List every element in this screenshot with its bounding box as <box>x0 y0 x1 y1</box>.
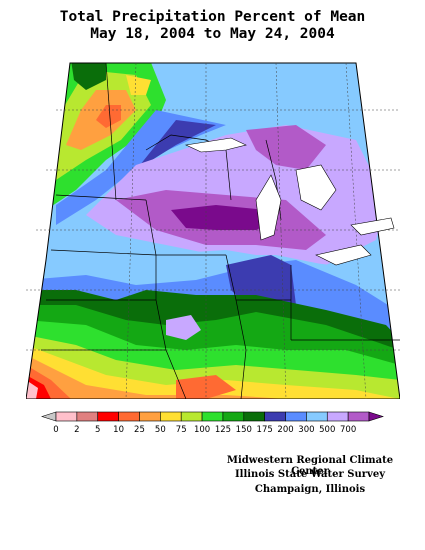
legend-label: 200 <box>277 425 293 435</box>
legend-swatch <box>243 411 265 422</box>
legend-swatch <box>160 411 182 422</box>
legend-label: 0 <box>53 425 58 435</box>
precipitation-map <box>26 62 400 399</box>
legend-label: 25 <box>134 425 145 435</box>
legend-label: 5 <box>95 425 100 435</box>
legend-swatch <box>285 411 307 422</box>
legend-swatch <box>118 411 140 422</box>
legend-label: 150 <box>236 425 252 435</box>
legend-swatch <box>41 411 57 422</box>
credit-line2: Illinois State Water Survey <box>234 469 386 480</box>
legend-label: 500 <box>319 425 335 435</box>
legend-swatch <box>326 411 349 422</box>
legend-label: 75 <box>176 425 187 435</box>
legend-swatch <box>368 411 384 422</box>
graticule <box>26 62 400 399</box>
great-lakes <box>184 137 395 266</box>
legend-swatch <box>180 411 203 422</box>
legend-swatch <box>55 411 78 422</box>
legend-swatch <box>201 411 224 422</box>
legend-label: 50 <box>155 425 166 435</box>
credit-line1: Midwestern Regional Climate Center <box>226 455 394 477</box>
legend-label: 2 <box>74 425 79 435</box>
legend-label: 100 <box>194 425 210 435</box>
legend-swatch <box>222 411 245 422</box>
map-title-line2: May 18, 2004 to May 24, 2004 <box>90 26 335 42</box>
legend-label: 300 <box>298 425 314 435</box>
color-legend: 0 2 5 10 25 50 75 100 125 150 175 200 300 500 700 <box>41 411 384 435</box>
legend-swatch <box>264 411 286 422</box>
legend-label: 175 <box>257 425 273 435</box>
legend-label: 700 <box>340 425 356 435</box>
legend-swatch <box>139 411 161 422</box>
map-title-line1: Total Precipitation Percent of Mean <box>59 9 366 25</box>
legend-swatch <box>76 411 99 422</box>
precipitation-field <box>26 63 400 399</box>
legend-label: 10 <box>113 425 124 435</box>
legend-swatches <box>41 411 384 422</box>
legend-labels: 0 2 5 10 25 50 75 100 125 150 175 200 300 500 700 <box>53 425 356 435</box>
credit-line3: Champaign, Illinois <box>254 484 366 495</box>
state-borders <box>26 62 400 399</box>
legend-label: 125 <box>215 425 231 435</box>
legend-swatch <box>97 411 119 422</box>
legend-swatch <box>347 411 370 422</box>
legend-swatch <box>306 411 328 422</box>
